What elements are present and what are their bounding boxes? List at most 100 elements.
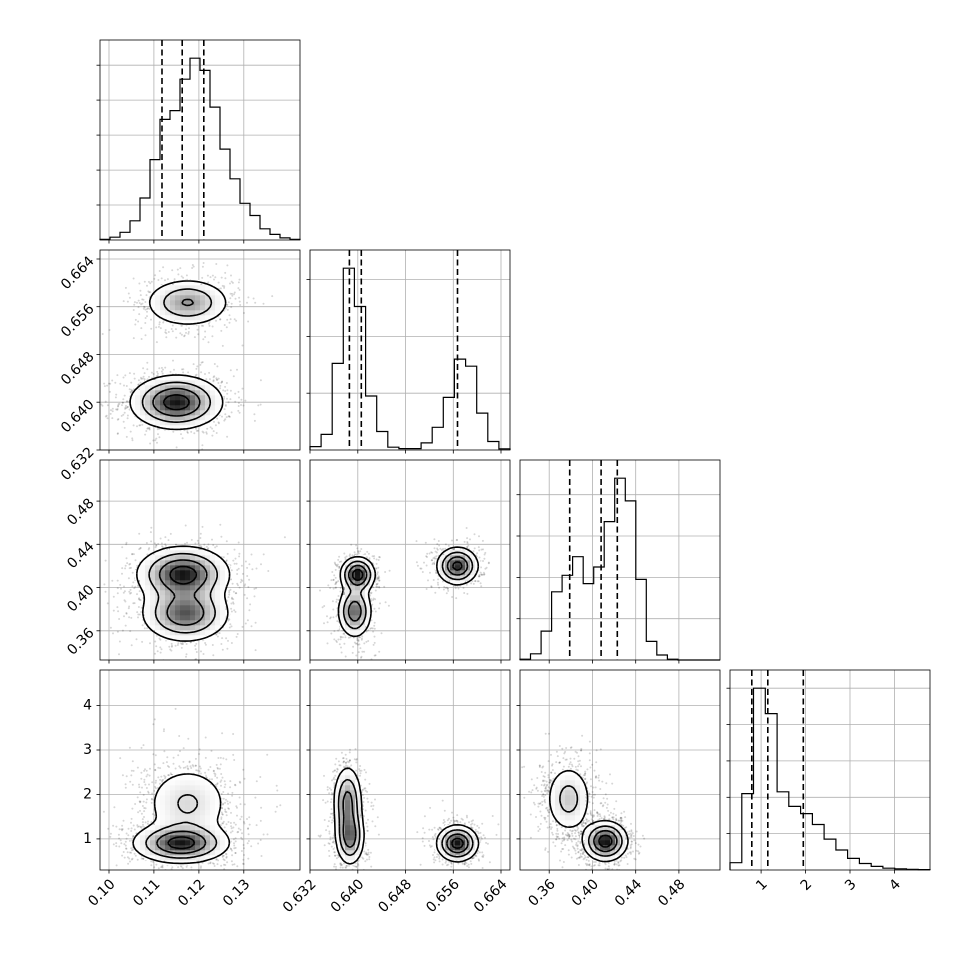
sample-point <box>340 646 342 649</box>
density-cell <box>210 415 216 421</box>
density-cell <box>190 580 196 586</box>
sample-point <box>186 541 188 544</box>
density-cell <box>175 605 181 611</box>
density-cell <box>200 300 206 306</box>
density-cell <box>220 590 226 596</box>
density-cell <box>210 300 216 306</box>
sample-point <box>130 566 132 569</box>
sample-point <box>130 391 132 394</box>
density-cell <box>165 390 171 396</box>
density-cell <box>185 300 191 306</box>
sample-point <box>377 575 380 578</box>
sample-point <box>114 381 117 384</box>
density-cell <box>140 405 146 411</box>
sample-point <box>129 430 132 433</box>
sample-point <box>177 642 180 645</box>
sample-point <box>144 308 147 311</box>
density-cell <box>185 600 191 606</box>
sample-point <box>242 404 245 407</box>
sample-point <box>124 286 127 289</box>
sample-point <box>236 569 239 571</box>
sample-point <box>338 560 341 563</box>
sample-point <box>124 600 127 603</box>
density-cell <box>175 305 181 311</box>
density-cell <box>220 600 226 606</box>
sample-point <box>111 379 114 382</box>
sample-point <box>349 553 351 556</box>
density-cell <box>160 560 166 566</box>
sample-point <box>262 553 265 556</box>
density-cell <box>140 385 146 391</box>
sample-point <box>121 404 123 407</box>
sample-point <box>143 306 146 309</box>
density-cell <box>165 565 171 571</box>
sample-point <box>104 590 107 593</box>
sample-point <box>134 318 137 321</box>
sample-point <box>340 560 343 563</box>
density-cell <box>200 590 206 596</box>
sample-point <box>122 300 125 303</box>
sample-point <box>181 641 184 644</box>
sample-point <box>335 582 337 585</box>
density-cell <box>165 600 171 606</box>
density-cell <box>205 385 211 391</box>
sample-point <box>131 553 134 556</box>
density-cell <box>200 635 206 641</box>
density-cell <box>150 565 156 571</box>
sample-point <box>207 281 210 284</box>
sample-point <box>344 636 347 639</box>
panel-frame <box>309 249 511 451</box>
sample-point <box>336 563 339 566</box>
sample-point <box>232 601 235 604</box>
sample-point <box>219 318 222 321</box>
sample-point <box>202 338 205 341</box>
density-cell <box>195 570 201 576</box>
sample-point <box>150 540 153 543</box>
density-cell <box>175 570 181 576</box>
density-cell <box>190 320 196 326</box>
sample-point <box>183 335 186 338</box>
density-cell <box>215 605 221 611</box>
sample-point <box>267 570 270 572</box>
sample-point <box>378 556 381 558</box>
density-cell <box>185 305 191 311</box>
sample-point <box>156 372 159 375</box>
sample-point <box>335 564 338 567</box>
sample-point <box>185 655 187 658</box>
sample-point <box>202 324 205 327</box>
sample-point <box>144 433 147 436</box>
density-cell <box>160 620 166 626</box>
sample-point <box>196 328 199 331</box>
sample-point <box>220 276 223 279</box>
sample-point <box>373 555 376 558</box>
sample-point <box>128 590 131 593</box>
density-cell <box>180 600 186 606</box>
sample-point <box>185 274 188 277</box>
sample-point <box>130 388 133 391</box>
sample-point <box>128 605 131 608</box>
sample-point <box>146 427 149 430</box>
histogram-panel-2 <box>306 249 511 454</box>
sample-points <box>319 527 490 660</box>
contour-line <box>148 552 218 634</box>
sample-point <box>228 321 231 324</box>
density-cell <box>175 595 181 601</box>
sample-point <box>238 300 241 303</box>
sample-point <box>128 372 131 375</box>
sample-point <box>110 409 112 412</box>
sample-point <box>133 587 136 590</box>
density-cell <box>205 405 211 411</box>
density-cell <box>190 315 196 321</box>
density-cell <box>175 295 181 301</box>
density-cell <box>165 635 171 641</box>
sample-point <box>208 371 211 374</box>
density-cell <box>205 615 211 621</box>
sample-point <box>96 569 98 571</box>
sample-point <box>223 286 226 289</box>
sample-point <box>150 318 152 321</box>
sample-point <box>159 327 162 330</box>
sample-point <box>170 645 173 648</box>
density-cell <box>150 405 156 411</box>
sample-point <box>217 281 220 284</box>
density-cell <box>205 290 211 296</box>
